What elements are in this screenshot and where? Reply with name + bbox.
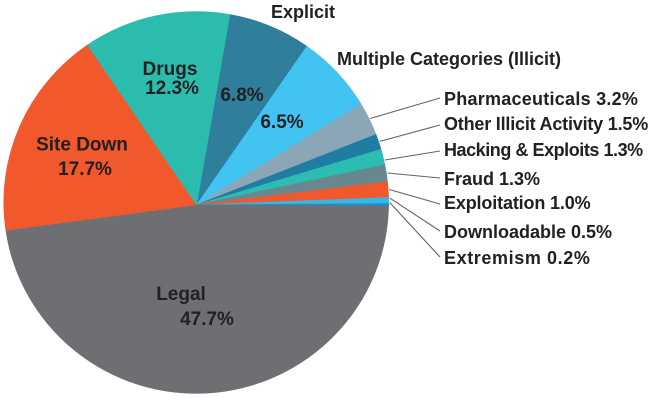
svg-text:Exploitation 1.0%: Exploitation 1.0% xyxy=(444,193,591,213)
svg-text:Hacking & Exploits 1.3%: Hacking & Exploits 1.3% xyxy=(444,140,643,160)
svg-text:Fraud 1.3%: Fraud 1.3% xyxy=(444,169,540,189)
svg-text:47.7%: 47.7% xyxy=(180,309,234,330)
svg-text:Pharmaceuticals 3.2%: Pharmaceuticals 3.2% xyxy=(444,89,638,109)
svg-text:Extremism 0.2%: Extremism 0.2% xyxy=(444,248,590,268)
svg-text:6.8%: 6.8% xyxy=(220,85,263,106)
svg-text:12.3%: 12.3% xyxy=(145,78,199,99)
svg-text:Legal: Legal xyxy=(156,284,206,305)
svg-text:Other Illicit Activity 1.5%: Other Illicit Activity 1.5% xyxy=(444,114,648,134)
svg-text:17.7%: 17.7% xyxy=(58,159,112,180)
svg-text:Multiple Categories (Illicit): Multiple Categories (Illicit) xyxy=(337,49,561,69)
svg-text:6.5%: 6.5% xyxy=(260,112,303,133)
svg-text:Site Down: Site Down xyxy=(36,135,128,156)
svg-text:Downloadable 0.5%: Downloadable 0.5% xyxy=(444,222,612,242)
svg-text:Explicit: Explicit xyxy=(271,2,335,22)
svg-text:Drugs: Drugs xyxy=(143,59,198,80)
